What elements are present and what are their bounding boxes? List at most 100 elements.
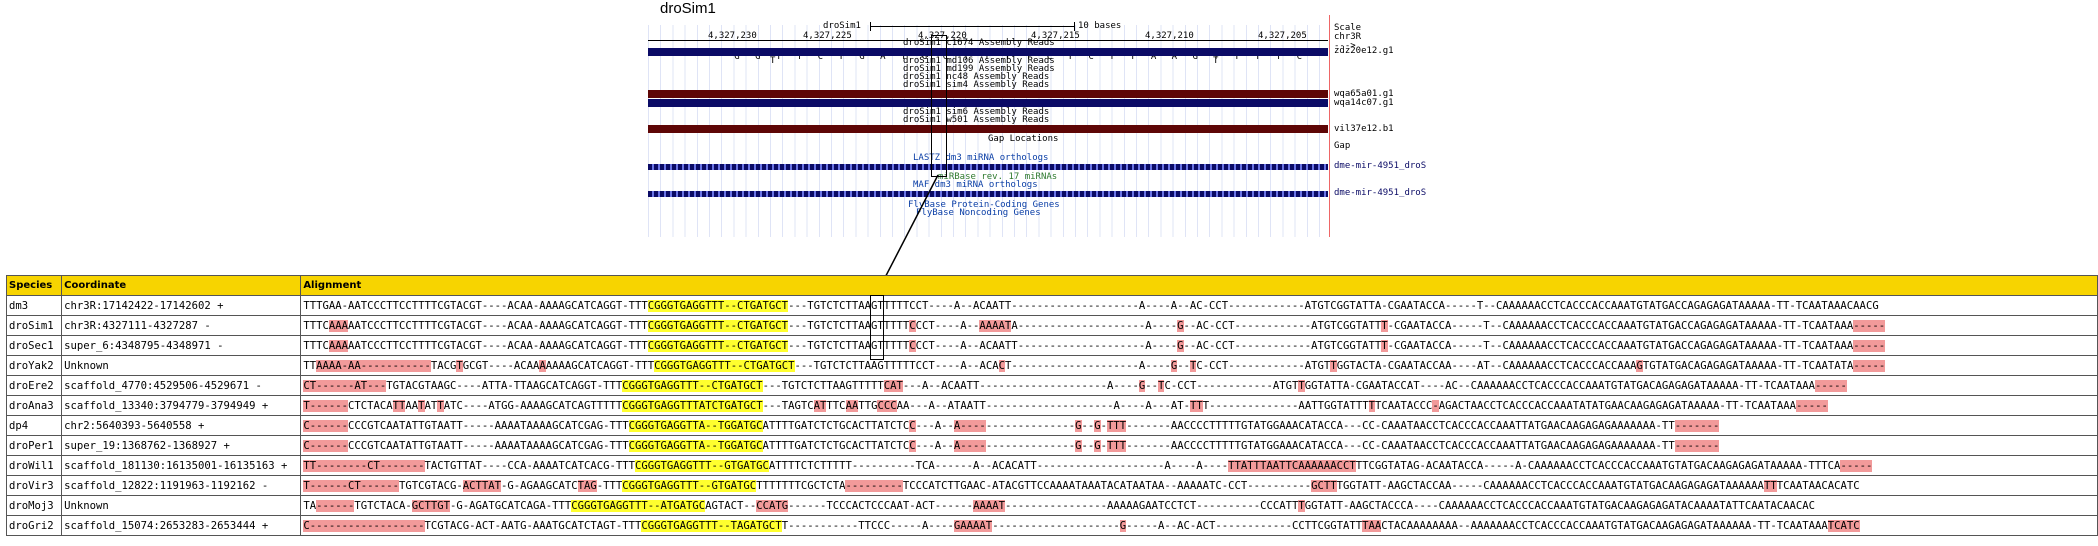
mismatch-segment: T------ [303, 399, 348, 412]
sequence-segment: ---A-- [915, 439, 954, 452]
ruler-label: 4,327,230 [708, 31, 757, 41]
mismatch-segment: ------- [1674, 439, 1720, 452]
read-bar[interactable] [648, 90, 1328, 98]
sequence-segment: AT [424, 399, 438, 412]
sequence-segment: TACG [430, 359, 457, 372]
mirna-seed-region: CGGGTGAGGTTT--CTGATGCT [654, 359, 795, 372]
sequence-segment: GGTATTA-CGAATACCAT----AC--CAAAAAACCTCACC… [1304, 379, 1816, 392]
alignment-cell: CT------AT---TGTACGTAAGC----ATTA-TTAAGCA… [300, 375, 2098, 396]
species-cell: droGri2 [5, 515, 63, 536]
mismatch-segment: C [909, 419, 916, 432]
species-cell: droMoj3 [5, 495, 63, 516]
mismatch-segment: A---- [953, 419, 986, 432]
sequence-segment: ---A--ACAATT--------------------A---- [902, 379, 1139, 392]
table-row: droPer1 super_19:1368762-1368927 + C------… [5, 435, 2098, 456]
browser-title: droSim1 [660, 0, 716, 17]
sequence-segment: AA [405, 399, 419, 412]
read-bar[interactable] [648, 125, 1328, 133]
track-label: droSim1 c1674 Assembly Reads [903, 38, 1055, 48]
mismatch-segment: G [1177, 339, 1184, 352]
header-coordinate: Coordinate [61, 275, 302, 296]
scale-arrow: ---> [1334, 41, 1356, 51]
sequence-segment: ATTTTGATCTCTGCACTTATCTC [762, 439, 910, 452]
table-row: droYak2 Unknown TTAAAA-AA-----------TACGTG… [5, 355, 2098, 376]
sequence-segment: TTG [858, 399, 878, 412]
lastz-mirna-feature[interactable] [648, 164, 1328, 170]
mismatch-segment: CCATG [756, 499, 789, 512]
sequence-segment: TGGTATT-AAGCTACCAA-----CAAAAAACCTCACCCAC… [1336, 479, 1764, 492]
coordinate-cell: scaffold_13340:3794779-3794949 + [61, 395, 302, 416]
genome-browser-image[interactable]: droSim1 10 bases 4,327,230 4,327,225 4,3… [648, 15, 1426, 237]
sequence-segment: -------AACCCCTTTTTGTATGGAAACATACCA---CC-… [1126, 419, 1675, 432]
mismatch-segment: TT [392, 399, 406, 412]
mirna-seed-region: CGGGTGAGGTTT--TAGATGCT [641, 519, 782, 532]
sequence-segment: -G-AGAAGCATC [501, 479, 578, 492]
alignment-cell: C------CCCGTCAATATTGTAATT-----AAAATAAAAG… [300, 435, 2098, 456]
mismatch-segment: TAA [1362, 519, 1382, 532]
gap-label: Gap [1334, 141, 1351, 151]
mismatch-segment: TT [1190, 399, 1203, 412]
sequence-segment: TCGTACG-ACT-AATG-AAATGCATCTAGT-TTT [424, 519, 642, 532]
sequence-segment: TTCGGTATAG-ACAATACCA-----A-CAAAAAACCTCAC… [1355, 459, 1841, 472]
header-species: Species [5, 275, 63, 296]
sequence-segment: -- [1145, 379, 1159, 392]
sequence-segment: AAAAGCATCAGGT-TTT [545, 359, 655, 372]
mismatch-segment: GCTT [1311, 479, 1337, 492]
track-label: Gap Locations [988, 134, 1059, 144]
mirna-seed-region: CGGGTGAGGTTT--CTGATGCT [647, 339, 789, 352]
sequence-segment: TT [303, 359, 317, 372]
maf-mirna-feature[interactable] [648, 191, 1328, 197]
mirna-seed-region: CGGGTGAGGTTT--CTGATGCT [647, 319, 789, 332]
read-bar[interactable] [648, 48, 1328, 56]
alignment-cell: T------CTCTACATTAATATTATC----ATGG-AAAAGC… [300, 395, 2098, 416]
scale-bar-right [1074, 22, 1075, 31]
mismatch-segment: C------ [303, 439, 348, 452]
alignment-cell: TTTGAA-AATCCCTTCCTTTTCGTACGT----ACAA-AAA… [300, 295, 2098, 316]
track-label: droSim1 sim4 Assembly Reads [903, 80, 1050, 90]
track-label: MAF dm3 miRNA orthologs [913, 180, 1038, 190]
sequence-segment: ---TGTCTCTTAAGTTTTT [762, 379, 884, 392]
table-row: droVir3 scaffold_12822:1191963-1192162 -T… [5, 475, 2098, 496]
alignment-cell: C------CCCGTCAATATTGTAATT-----AAAATAAAAG… [300, 415, 2098, 436]
sequence-segment: TTTC [303, 339, 329, 352]
coordinate-cell: scaffold_181130:16135001-16135163 + [61, 455, 302, 476]
table-row: droSec1 super_6:4348795-4348971 - TTTCAAAA… [5, 335, 2098, 356]
sequence-segment: GGTACTA-CGAATACCAA----AT--CAAAAAACCTCACC… [1336, 359, 1637, 372]
alignment-cell: TTTCAAAAATCCCTTCCTTTTCGTACGT----ACAA-AAA… [300, 315, 2098, 336]
table-row: droSim1 chr3R:4327111-4327287 - TTTCAAAAAT… [5, 315, 2098, 336]
sequence-segment: --AC-CCT------------ATGTCGGTATT [1183, 339, 1382, 352]
sequence-segment: AGACTAACCTCACCCACCAAATATATGAACAAGAGAGATA… [1438, 399, 1796, 412]
mismatch-segment: T [418, 399, 425, 412]
alignment-cell: TA------TGTCTACA-GCTTGT-G-AGATGCATCAGA-T… [300, 495, 2098, 516]
mismatch-segment: G [1075, 439, 1082, 452]
mismatch-segment: G [1636, 359, 1643, 372]
mismatch-segment: T [1381, 319, 1388, 332]
sequence-segment: AGTACT-- [705, 499, 757, 512]
sequence-segment: TTC [826, 399, 846, 412]
mismatch-segment: ----- [1795, 399, 1828, 412]
species-cell: droVir3 [5, 475, 63, 496]
read-bar[interactable] [648, 99, 1328, 107]
mismatch-segment: C [909, 339, 916, 352]
alignment-cell: TTAAAA-AA-----------TACGTGCGT----ACAAAAA… [300, 355, 2098, 376]
mismatch-segment: G [1075, 419, 1082, 432]
table-row: droMoj3 Unknown TA------TGTCTACA-GCTTGT-G-… [5, 495, 2098, 516]
mismatch-segment: T [1298, 499, 1305, 512]
sequence-segment: -- [1177, 359, 1190, 372]
sequence-segment: ATTTTGATCTCTGCACTTATCTC [762, 419, 910, 432]
mismatch-segment: AA [845, 399, 859, 412]
mirna-seed-region: CGGGTGAGGTTT--CTGATGCT [647, 299, 789, 312]
coordinate-cell: super_19:1368762-1368927 + [61, 435, 302, 456]
mismatch-segment: T [1189, 359, 1197, 372]
species-cell: droPer1 [5, 435, 63, 456]
mismatch-segment: --------- [845, 479, 903, 492]
sequence-segment: ---TGTCTCTTAAGTTTTTCCT----A--ACA [794, 359, 999, 372]
species-cell: dp4 [5, 415, 63, 436]
mirna-seed-region: CGGGTGAGGTTTATCTGATGCT [622, 399, 763, 412]
base-sequence: GGTTCTGATGCTTTTCTCTTAAGTTTTC [734, 52, 1318, 62]
mismatch-segment: TT--------CT------- [303, 459, 425, 472]
sequence-segment: T--------------AATTGGTATTT [1202, 399, 1369, 412]
sequence-segment: TTTGAA-AATCCCTTCCTTTTCGTACGT----ACAA-AAA… [303, 299, 648, 312]
coordinate-cell: super_6:4348795-4348971 - [61, 335, 302, 356]
ruler-label: 4,327,205 [1258, 31, 1307, 41]
